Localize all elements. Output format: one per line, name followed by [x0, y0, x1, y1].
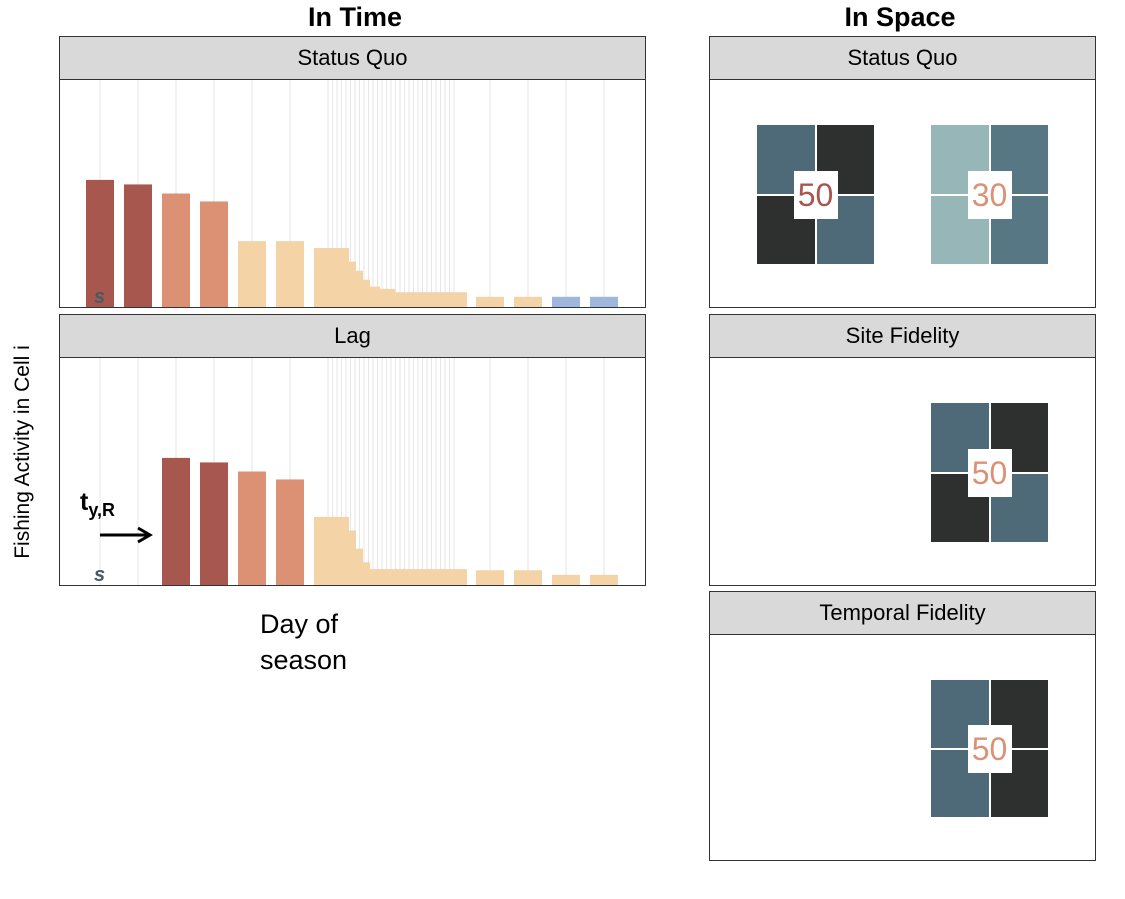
space-panel-status-quo-title: Status Quo [710, 37, 1095, 80]
cell-block: 50 [931, 403, 1048, 542]
cell-block: 50 [931, 680, 1048, 817]
bar [590, 296, 618, 307]
bar [514, 296, 542, 307]
x-axis-label-line2: season [260, 645, 348, 675]
bar [356, 548, 363, 585]
bar [314, 516, 349, 585]
y-axis-label: Fishing Activity in Cell i [11, 345, 34, 559]
bar [238, 471, 266, 585]
space-panel-site-fidelity-plot: 50 [710, 358, 1095, 585]
time-bars-lag [99, 358, 618, 585]
x-axis-label-line1: Day of [260, 609, 339, 639]
t-yr-label-main: t [80, 488, 89, 516]
space-panel-site-fidelity-title: Site Fidelity [710, 315, 1095, 358]
bar [162, 193, 190, 307]
arrow-right-icon [100, 526, 153, 544]
bar [590, 574, 618, 585]
bar [238, 241, 266, 307]
bar [395, 569, 420, 585]
time-bars-status-quo [86, 80, 618, 307]
t-yr-label: ty,R [80, 488, 115, 521]
cell-value-label: 50 [793, 170, 838, 219]
in-time-header: In Time [307, 2, 403, 32]
space-panel-site-fidelity: Site Fidelity 50 [709, 314, 1096, 586]
space-panel-temporal-fidelity: Temporal Fidelity 50 [709, 591, 1096, 861]
bar [200, 201, 228, 307]
t-yr-label-sub: y,R [88, 500, 116, 520]
bar [349, 261, 356, 307]
bar [370, 286, 380, 307]
bar [314, 247, 349, 307]
bar [363, 279, 370, 307]
bar [276, 479, 304, 585]
s-label-lag: s [94, 564, 106, 585]
cell-value-label: 30 [967, 170, 1012, 219]
time-panel-status-quo-title: Status Quo [60, 37, 645, 80]
bar [420, 292, 467, 307]
time-panel-lag: Lag s ty,R [59, 314, 646, 586]
bar [124, 184, 152, 307]
bar [200, 462, 228, 585]
bar [276, 241, 304, 307]
bar [349, 530, 356, 585]
space-panel-status-quo: Status Quo 50 30 [709, 36, 1096, 308]
space-panel-temporal-fidelity-title: Temporal Fidelity [710, 592, 1095, 635]
bar [552, 574, 580, 585]
bar [380, 569, 395, 585]
bar [370, 569, 380, 585]
cell-block-right: 30 [931, 125, 1048, 264]
time-panel-status-quo-plot: s [60, 80, 645, 307]
bar [476, 570, 504, 585]
bar [86, 179, 114, 307]
x-axis-label: Day of season [260, 606, 347, 678]
cell-value-label: 50 [967, 448, 1012, 497]
space-panel-status-quo-plot: 50 30 [710, 80, 1095, 307]
bar [552, 296, 580, 307]
bar [356, 270, 363, 307]
time-panel-lag-title: Lag [60, 315, 645, 358]
bar [363, 562, 370, 585]
time-panel-lag-plot: s ty,R [60, 358, 645, 585]
bar [476, 296, 504, 307]
s-label-status-quo: s [94, 286, 106, 307]
bar [380, 288, 395, 307]
bar [162, 457, 190, 585]
bar [395, 292, 420, 307]
cell-block-left: 50 [757, 125, 874, 264]
time-panel-status-quo: Status Quo s [59, 36, 646, 308]
in-space-header: In Space [844, 2, 956, 32]
space-panel-temporal-fidelity-plot: 50 [710, 635, 1095, 860]
bar [420, 569, 467, 585]
cell-value-label: 50 [967, 724, 1012, 773]
bar [514, 570, 542, 585]
